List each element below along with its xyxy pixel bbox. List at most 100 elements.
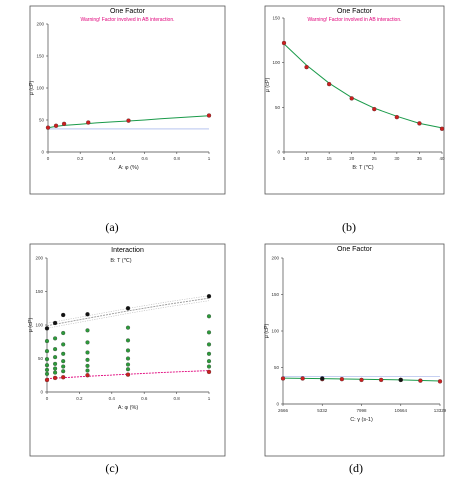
data-point: [85, 363, 90, 368]
data-point: [52, 375, 58, 381]
data-point: [206, 314, 212, 319]
data-point: [125, 362, 131, 367]
x-tick-label: 0.4: [109, 156, 116, 161]
x-tick-label: 40: [439, 156, 445, 161]
data-point: [339, 377, 345, 382]
data-point: [349, 96, 354, 101]
data-point: [61, 351, 66, 356]
y-tick-label: 50: [274, 365, 280, 370]
data-point: [439, 126, 445, 131]
x-tick-label: 0.6: [141, 156, 148, 161]
x-tick-label: 30: [394, 156, 400, 161]
data-point: [125, 367, 131, 372]
y-tick-label: 200: [35, 256, 43, 261]
x-tick-label: 10: [304, 156, 310, 161]
x-tick-label: 0.8: [174, 156, 181, 161]
y-tick-label: 150: [272, 16, 280, 21]
data-point: [44, 326, 50, 331]
data-point: [206, 294, 212, 299]
y-tick-label: 50: [38, 356, 44, 361]
data-point: [85, 357, 90, 362]
data-point: [359, 377, 364, 383]
data-point: [61, 121, 67, 126]
data-point: [53, 370, 58, 375]
warning-note: Warning! Factor involved in AB interacti…: [80, 17, 174, 23]
x-axis-label: C: γ (s-1): [350, 417, 373, 423]
x-tick-label: 0.8: [173, 396, 180, 401]
panel-caption: (a): [105, 220, 118, 234]
data-point: [326, 81, 332, 87]
fit-line-high: [46, 297, 210, 327]
data-point: [85, 312, 90, 317]
fit-line: [47, 115, 210, 129]
data-point: [304, 64, 309, 70]
x-tick-label: 1: [208, 156, 211, 161]
data-point: [125, 338, 131, 343]
data-point: [44, 367, 50, 372]
fit-line: [283, 43, 443, 129]
data-point: [44, 357, 50, 362]
data-point: [61, 359, 66, 364]
x-tick-label: 25: [372, 156, 378, 161]
chart-title: Interaction: [111, 247, 144, 254]
data-point: [281, 40, 287, 46]
data-point: [44, 371, 50, 376]
data-point: [320, 376, 325, 381]
y-axis-label: μ (cP): [265, 77, 271, 92]
data-point: [125, 325, 131, 330]
panel-frame: [29, 5, 226, 195]
band-lower: [46, 300, 210, 329]
data-point: [372, 106, 377, 112]
x-axis-label: B: T (℃): [352, 165, 373, 171]
data-point: [300, 376, 305, 381]
data-point: [126, 118, 131, 123]
data-point: [85, 368, 90, 373]
x-tick-label: 0: [46, 396, 49, 401]
y-tick-label: 100: [271, 329, 279, 334]
x-tick-label: 20: [349, 156, 355, 161]
x-tick-label: 0.2: [76, 396, 83, 401]
chart-title: One Factor: [337, 8, 373, 15]
y-tick-label: 0: [277, 150, 280, 155]
x-tick-label: 0.6: [141, 396, 148, 401]
data-point: [86, 120, 91, 125]
data-point: [61, 312, 66, 318]
warning-note: Warning! Factor involved in AB interacti…: [307, 17, 401, 23]
x-tick-label: 7998: [356, 408, 367, 413]
data-point: [44, 363, 50, 368]
data-point: [53, 361, 58, 366]
data-point: [394, 115, 400, 120]
data-point: [125, 372, 131, 377]
data-point: [418, 378, 423, 383]
chart-title: One Factor: [337, 246, 373, 253]
panel-frame: [264, 5, 445, 195]
data-point: [206, 342, 212, 347]
x-tick-label: 2666: [278, 408, 289, 413]
y-tick-label: 0: [41, 150, 44, 155]
data-point: [378, 377, 384, 383]
data-point: [52, 320, 58, 326]
data-point: [53, 347, 58, 352]
y-tick-label: 0: [276, 402, 279, 407]
data-point: [61, 369, 66, 374]
x-tick-label: 35: [417, 156, 423, 161]
data-point: [61, 342, 66, 347]
x-tick-label: 1: [208, 396, 211, 401]
y-axis-label: μ (cP): [264, 323, 270, 338]
y-tick-label: 200: [36, 22, 44, 27]
chart-title: One Factor: [110, 8, 146, 15]
y-tick-label: 150: [271, 292, 279, 297]
x-tick-label: 13329: [434, 408, 447, 413]
x-tick-label: 5332: [317, 408, 328, 413]
x-axis-label: A: φ (%): [118, 405, 139, 411]
y-tick-label: 150: [36, 54, 44, 59]
data-point: [53, 355, 58, 360]
data-point: [53, 336, 58, 341]
data-point: [61, 364, 66, 369]
data-point: [206, 359, 212, 364]
data-point: [44, 339, 50, 344]
data-point: [85, 328, 90, 333]
y-axis-label: μ (cP): [28, 317, 34, 332]
data-point: [44, 349, 50, 354]
